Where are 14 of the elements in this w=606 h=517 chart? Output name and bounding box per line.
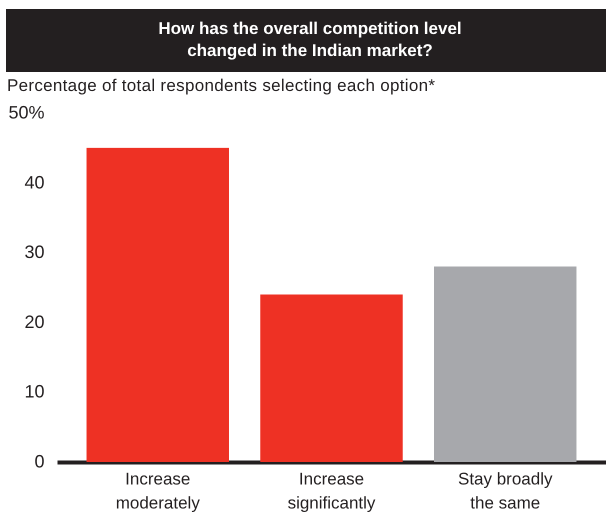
bar (434, 266, 576, 462)
chart-title: How has the overall competition level changed in the Indian market? (157, 18, 463, 62)
y-tick-label: 10 (24, 382, 44, 402)
y-tick-label: 0 (34, 452, 44, 472)
y-tick-label: 30 (24, 242, 44, 262)
y-tick-label: 50% (8, 102, 44, 122)
y-tick-label: 40 (24, 172, 44, 192)
chart-subtitle: Percentage of total respondents selecting each option* (7, 76, 436, 96)
x-tick-label: Stay broadly the same (458, 470, 553, 512)
x-tick-label: Increase moderately (116, 470, 200, 512)
y-tick-label: 20 (24, 312, 44, 332)
x-tick-label: Increase significantly (288, 470, 376, 512)
bar (260, 294, 403, 462)
bar (86, 148, 229, 462)
